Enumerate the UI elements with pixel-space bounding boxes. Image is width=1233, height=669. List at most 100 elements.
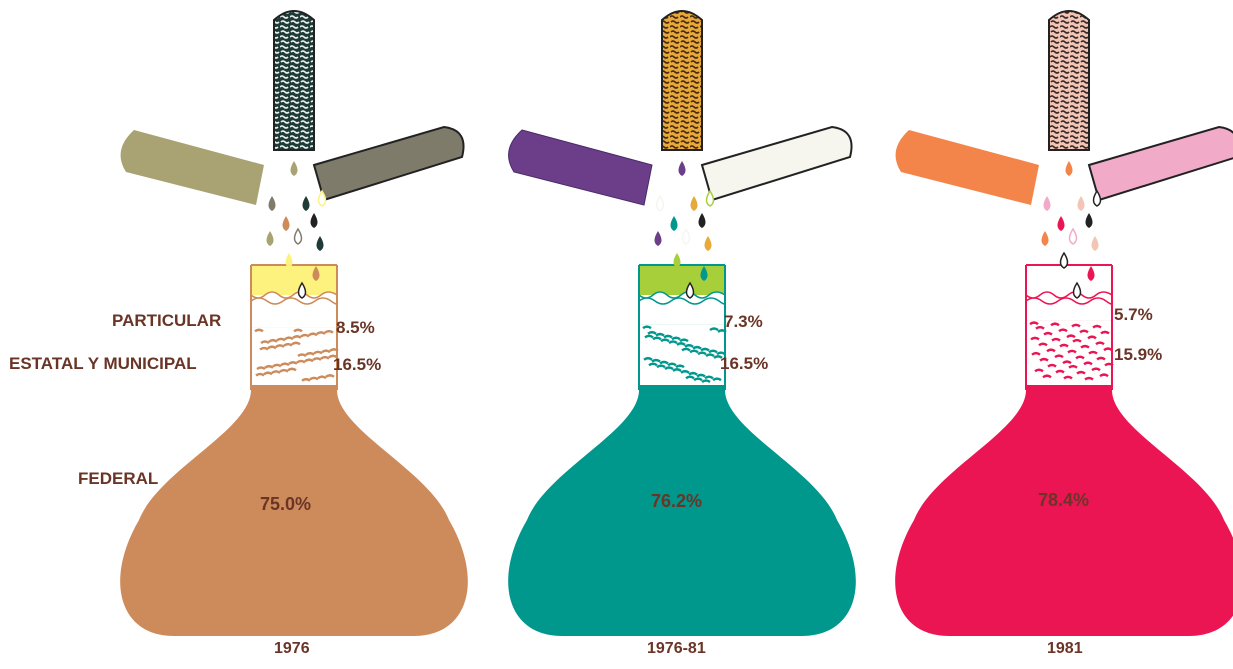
flask-2-estatal-texture (648, 362, 658, 367)
flask-3-estatal-texture (1054, 354, 1064, 359)
flask-3-estatal-texture (1050, 322, 1060, 327)
flask-2-drop (705, 189, 715, 207)
flask-2-drop (673, 253, 681, 268)
flask-2-top-band (639, 265, 725, 295)
value-label-1981-estatal: 15.9% (1114, 345, 1163, 364)
flask-3-drop (1057, 216, 1065, 231)
flask-1-top-wave (250, 291, 338, 299)
flask-2-estatal-texture (679, 338, 689, 343)
flask-3-estatal-texture (1051, 337, 1061, 342)
flask-2-estatal-texture (652, 336, 662, 341)
flask-2-estatal-texture (643, 356, 653, 361)
flask-2-estatal-texture (671, 336, 681, 341)
flask-1-estatal-texture (300, 333, 310, 338)
flask-2-estatal-texture (697, 351, 707, 356)
flask-1-estatal-texture (313, 350, 323, 355)
flask-1-drop (293, 227, 303, 245)
flask-1-estatal-texture (312, 357, 322, 361)
flask-3-estatal-texture (1067, 349, 1077, 354)
flask-1-estatal-texture (255, 372, 265, 377)
flask-1-drop (316, 236, 324, 251)
flask-1-estatal-texture (325, 374, 335, 378)
flask-2-drop (681, 227, 691, 245)
flask-1-drop (297, 281, 307, 299)
flask-1-estatal-texture (284, 336, 294, 341)
flask-2-drop (670, 216, 678, 231)
flask-2-estatal-texture (681, 347, 691, 352)
flask-1-estatal-texture (304, 358, 314, 363)
flask-2-estatal-texture (664, 366, 674, 371)
flask-1-estatal-texture (301, 377, 311, 382)
flask-1-right-tube (312, 125, 465, 202)
flask-2-estatal-texture (701, 379, 711, 384)
flask-2-drop (704, 236, 712, 251)
flask-3-left-tube (895, 130, 1039, 205)
flask-3-estatal-texture (1095, 341, 1105, 346)
flask-2-estatal-texture (704, 375, 714, 380)
flask-3-estatal-texture (1087, 335, 1097, 340)
flask-3-estatal-texture (1029, 321, 1039, 326)
category-label-estatal-municipal: ESTATAL Y MUNICIPAL (9, 354, 197, 373)
flask-1-estatal-texture (268, 338, 278, 343)
flask-1-estatal-texture (267, 345, 277, 350)
flask-2-estatal-texture (667, 362, 677, 367)
flask-2-estatal-texture (644, 334, 654, 339)
flask-2-drop (685, 281, 695, 299)
flask-3-top-wave (1025, 291, 1113, 299)
flask-2-estatal-texture (705, 353, 715, 358)
flask-1-estatal-texture (288, 361, 298, 365)
flask-3-drop (1059, 251, 1069, 269)
flask-2-estatal-texture (668, 340, 678, 345)
flask-2-estatal-texture (700, 347, 710, 352)
flask-1-drop (285, 253, 293, 268)
flask-3-estatal-texture (1083, 361, 1093, 366)
value-label-1976-81-federal: 76.2% (651, 491, 703, 511)
period-label-1976-81: 1976-81 (647, 640, 706, 657)
flask-1-particular-wave (250, 297, 339, 305)
flask-3-drop (1092, 189, 1102, 207)
flask-3-estatal-texture (1047, 363, 1057, 368)
flask-1-drop (302, 196, 310, 211)
flask-3-estatal-texture (1059, 343, 1069, 348)
flask-3-estatal-texture (1068, 364, 1078, 369)
flask-2-estatal-texture (693, 377, 703, 382)
flask-3-estatal-texture (1030, 336, 1040, 341)
flask-1-estatal-texture (317, 375, 327, 380)
flask-2-estatal-texture (688, 371, 698, 376)
flask-2-drop (654, 231, 662, 246)
flask-3-estatal-texture (1088, 350, 1098, 355)
flask-2-neck-outline (638, 264, 726, 390)
flask-1-estatal-texture (321, 349, 331, 354)
flask-1-estatal-texture (305, 351, 315, 356)
value-label-1981-federal: 78.4% (1038, 490, 1090, 510)
flask-3-estatal-texture (1100, 330, 1110, 335)
flask-3-top-band (1026, 265, 1112, 295)
flask-1-drop (310, 213, 318, 228)
flask-3-estatal-texture (1071, 323, 1081, 328)
flask-2-estatal-texture (684, 343, 694, 348)
category-label-federal: FEDERAL (78, 469, 159, 488)
flask-3-estatal-texture (1099, 373, 1109, 378)
flask-3-estatal-texture (1079, 329, 1089, 334)
flask-1-left-tube (120, 130, 264, 205)
flask-1-drop (290, 161, 298, 176)
flask-3-estatal-texture (1046, 348, 1056, 353)
flask-1-estatal-texture (283, 342, 293, 347)
flask-3-estatal-texture (1103, 347, 1113, 352)
flask-3-neck-outline (1025, 264, 1113, 390)
flask-1-estatal-texture (279, 368, 289, 373)
flask-1-neck-outline (250, 264, 338, 390)
flask-3-estatal-texture (1039, 357, 1049, 362)
flask-2-estatal-texture (713, 355, 723, 359)
flask-1-estatal-texture (287, 367, 297, 372)
value-label-1976-estatal: 16.5% (333, 355, 382, 374)
flask-2-drop (698, 213, 706, 228)
flask-3-estatal-texture (1096, 356, 1106, 361)
flask-2-estatal-texture (651, 358, 661, 363)
flask-3-estatal-texture (1066, 334, 1076, 339)
flask-1-estatal-texture (308, 332, 318, 337)
flask-1-estatal-texture (324, 329, 334, 334)
flask-3-estatal-texture (1043, 331, 1053, 336)
flask-3-federal-body (895, 390, 1233, 636)
flask-3-estatal-texture (1076, 370, 1086, 375)
